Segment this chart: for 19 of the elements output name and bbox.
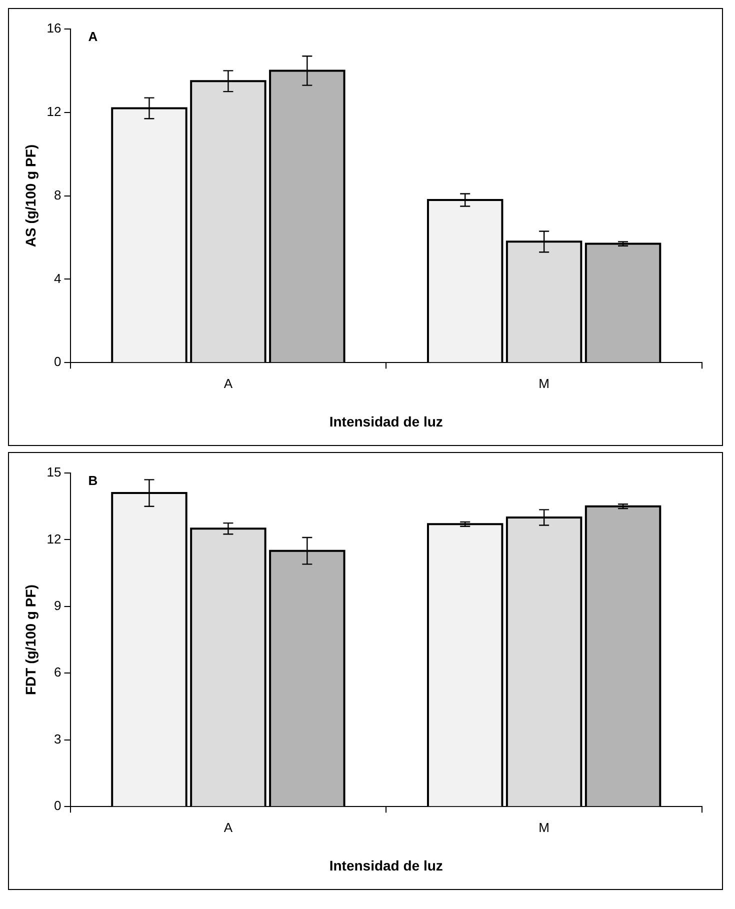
x-axis-title: Intensidad de luz bbox=[329, 413, 443, 430]
y-tick-label: 9 bbox=[54, 598, 62, 614]
y-tick-label: 8 bbox=[54, 187, 62, 202]
y-tick-label: 12 bbox=[46, 104, 62, 119]
y-tick-label: 15 bbox=[46, 464, 62, 480]
x-axis-title: Intensidad de luz bbox=[329, 857, 443, 874]
annotation: A bbox=[88, 29, 98, 44]
x-tick-label: M bbox=[538, 376, 550, 391]
y-tick-label: 0 bbox=[54, 798, 62, 814]
y-tick-label: 3 bbox=[54, 731, 62, 746]
y-tick-label: 6 bbox=[54, 664, 62, 680]
y-axis-title: FDT (g/100 g PF) bbox=[22, 584, 38, 696]
annotation: B bbox=[88, 473, 98, 488]
y-tick-label: 0 bbox=[54, 354, 62, 370]
y-tick-label: 12 bbox=[46, 531, 62, 546]
y-axis-title: AS (g/100 g PF) bbox=[22, 144, 38, 248]
x-tick-label: M bbox=[538, 820, 550, 835]
y-tick-label: 16 bbox=[46, 20, 62, 36]
y-tick-label: 4 bbox=[54, 270, 62, 286]
